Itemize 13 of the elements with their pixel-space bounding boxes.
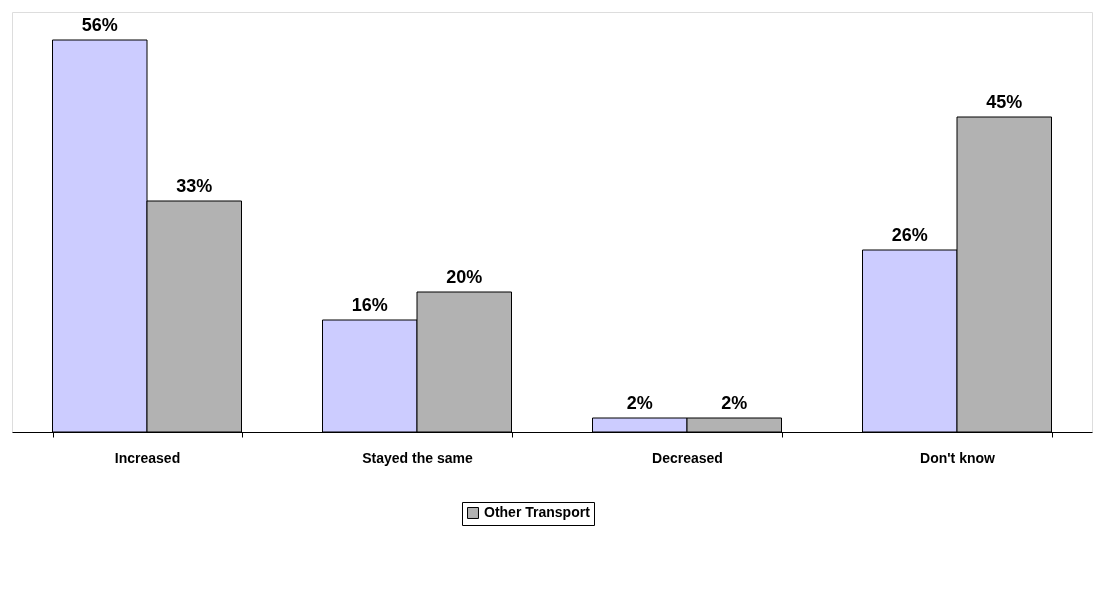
data-label: 45%	[986, 92, 1023, 112]
data-label: 2%	[626, 393, 653, 413]
legend-label: Other Transport	[484, 504, 591, 520]
x-tick-label: Don't know	[920, 449, 996, 466]
data-label: 33%	[176, 176, 213, 196]
x-tick-label: Stayed the same	[362, 449, 473, 466]
data-label: 2%	[721, 393, 748, 413]
data-label: 20%	[446, 267, 483, 287]
data-label: 16%	[351, 295, 388, 315]
data-label: 56%	[81, 15, 118, 35]
x-tick-label: Decreased	[652, 449, 723, 466]
x-tick-label: Increased	[114, 449, 181, 466]
data-label: 26%	[891, 225, 928, 245]
